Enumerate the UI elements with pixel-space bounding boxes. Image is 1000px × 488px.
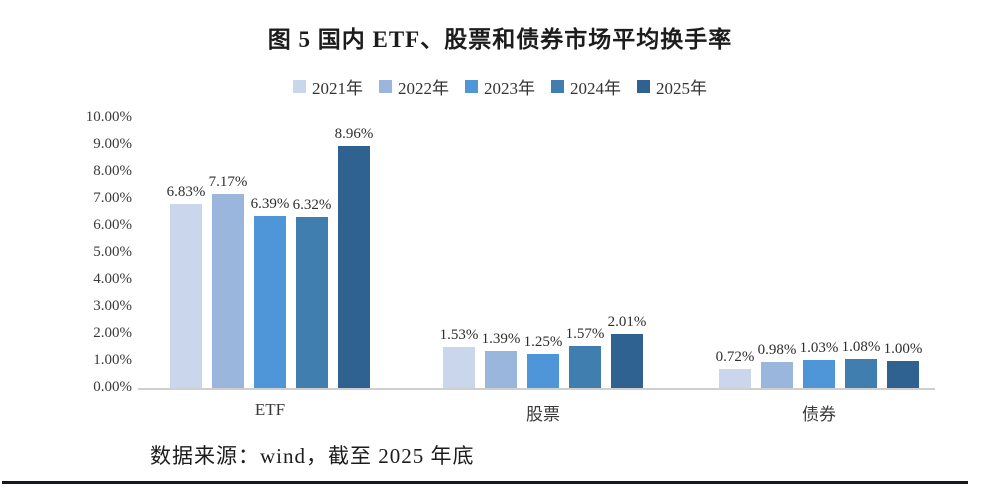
bar-value-label: 1.08% <box>841 338 881 355</box>
bar-value-label: 6.83% <box>166 183 206 200</box>
legend-swatch-icon <box>637 80 650 93</box>
category-label: ETF <box>254 400 286 419</box>
bar: 7.17% <box>209 174 247 388</box>
legend-item: 2024年 <box>551 74 621 99</box>
y-axis-tick-label: 6.00% <box>93 217 132 233</box>
bar-value-label: 0.72% <box>715 348 755 365</box>
y-axis-tick-label: 0.00% <box>93 379 132 395</box>
bar-group-stock: 1.53% 1.39% 1.25% 1.57% 2.01% <box>440 118 646 388</box>
bar: 1.39% <box>482 331 520 388</box>
legend-label: 2024年 <box>570 79 621 98</box>
bar-value-label: 1.00% <box>883 341 923 357</box>
bar-value-label: 0.98% <box>757 341 797 358</box>
bar-value-label: 6.39% <box>250 195 290 212</box>
y-axis-tick-label: 7.00% <box>93 190 132 206</box>
legend-label: 2025年 <box>656 79 707 98</box>
bar: 6.32% <box>293 197 331 388</box>
source-note: 数据来源：wind，截至 2025 年底 <box>150 444 475 468</box>
y-axis-tick-label: 1.00% <box>93 352 132 368</box>
legend-swatch-icon <box>551 80 564 93</box>
bar-group-etf: 6.83% 7.17% 6.39% 6.32% 8.96% <box>167 118 373 388</box>
bar: 1.08% <box>842 339 880 388</box>
bar-value-label: 8.96% <box>334 126 374 143</box>
y-axis-tick-label: 10.00% <box>85 109 132 125</box>
legend-label: 2022年 <box>398 79 449 98</box>
bar-value-label: 1.57% <box>565 325 605 342</box>
y-axis-tick-label: 5.00% <box>93 244 132 260</box>
bar: 6.83% <box>167 184 205 388</box>
bar: 8.96% <box>335 126 373 388</box>
bar-value-label: 7.17% <box>208 174 248 191</box>
legend-swatch-icon <box>465 80 478 93</box>
plot-area <box>138 118 935 390</box>
bar: 1.03% <box>800 340 838 388</box>
bar: 1.53% <box>440 327 478 388</box>
legend-swatch-icon <box>293 80 306 93</box>
bar-value-label: 6.32% <box>292 197 332 214</box>
chart-title: 图 5 国内 ETF、股票和债券市场平均换手率 <box>267 27 733 52</box>
bar: 6.39% <box>251 196 289 388</box>
y-axis-tick-label: 9.00% <box>93 136 132 152</box>
legend-item: 2022年 <box>379 74 449 99</box>
legend-label: 2023年 <box>484 79 535 98</box>
category-label: 债券 <box>802 405 836 424</box>
bar-value-label: 1.03% <box>799 340 839 357</box>
y-axis-tick-label: 8.00% <box>93 163 132 179</box>
legend-item: 2021年 <box>293 74 363 99</box>
legend-item: 2025年 <box>637 74 707 99</box>
bar: 0.98% <box>758 342 796 388</box>
legend-swatch-icon <box>379 80 392 93</box>
bar-value-label: 1.25% <box>523 334 563 351</box>
legend: 2021年 2022年 2023年 2024年 2025年 <box>0 74 1000 99</box>
y-axis-tick-label: 2.00% <box>93 325 132 341</box>
footer-rule <box>2 481 968 484</box>
bar-value-label: 1.39% <box>481 330 521 347</box>
bar: 1.00% <box>884 341 922 388</box>
bar: 1.25% <box>524 334 562 388</box>
legend-item: 2023年 <box>465 74 535 99</box>
bar: 2.01% <box>608 314 646 388</box>
legend-label: 2021年 <box>312 79 363 98</box>
bar-value-label: 2.01% <box>607 313 647 330</box>
bar: 1.57% <box>566 326 604 388</box>
y-axis-tick-label: 3.00% <box>93 298 132 314</box>
y-axis-tick-label: 4.00% <box>93 271 132 287</box>
category-label: 股票 <box>526 405 560 424</box>
bar-group-bond: 0.72% 0.98% 1.03% 1.08% 1.00% <box>716 118 922 388</box>
bar: 0.72% <box>716 349 754 388</box>
bar-value-label: 1.53% <box>439 326 479 343</box>
